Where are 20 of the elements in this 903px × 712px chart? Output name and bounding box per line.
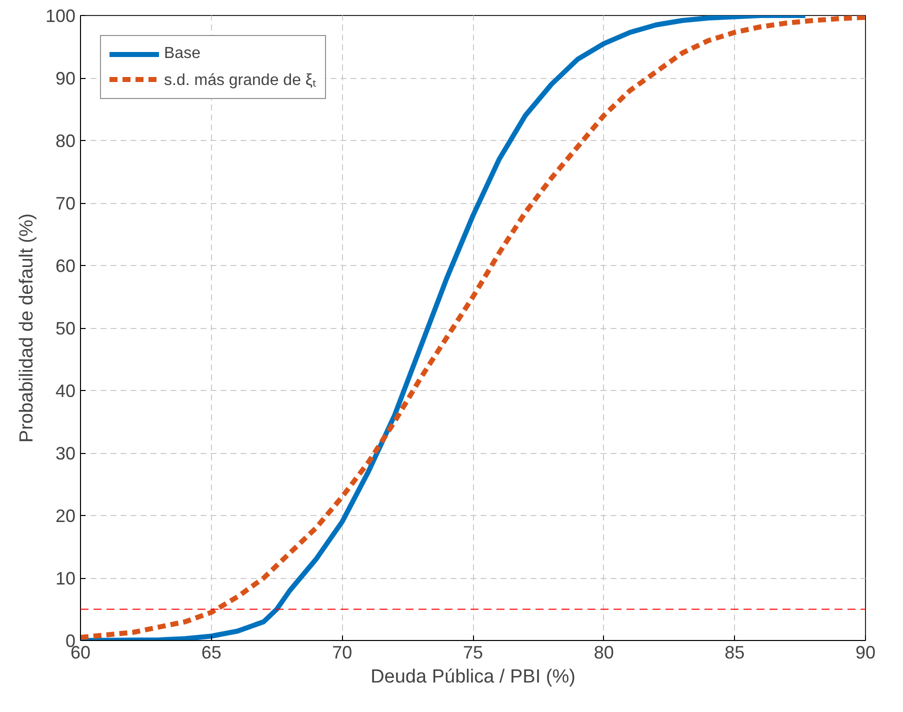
x-tick-label: 75 xyxy=(462,642,484,662)
y-tick-label: 50 xyxy=(55,318,76,338)
x-tick-label: 90 xyxy=(855,642,876,662)
x-tick-label: 70 xyxy=(332,642,352,662)
y-axis-title: Probabilidad de default (%) xyxy=(16,213,38,443)
x-axis-title: Deuda Pública / PBI (%) xyxy=(370,666,576,688)
y-tick-label: 100 xyxy=(45,6,76,26)
y-tick-label: 20 xyxy=(55,506,76,526)
y-tick-label: 70 xyxy=(55,194,76,214)
x-tick-label: 65 xyxy=(201,642,222,662)
y-tick-label: 10 xyxy=(55,568,76,588)
legend-label: Base xyxy=(164,45,200,63)
x-tick-label: 80 xyxy=(594,642,614,662)
legend-label: s.d. más grande de ξₜ xyxy=(164,71,317,90)
y-tick-label: 30 xyxy=(55,444,76,464)
y-tick-label: 60 xyxy=(55,256,76,276)
y-tick-label: 80 xyxy=(55,131,76,151)
x-tick-label: 85 xyxy=(724,642,745,662)
y-tick-label: 40 xyxy=(55,381,76,401)
y-tick-label: 90 xyxy=(55,68,76,88)
